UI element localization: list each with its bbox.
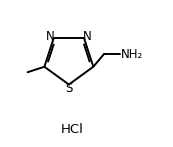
Text: N: N: [46, 30, 55, 43]
Text: HCl: HCl: [60, 123, 83, 136]
Text: S: S: [65, 82, 72, 95]
Text: N: N: [83, 30, 92, 43]
Text: NH₂: NH₂: [121, 48, 143, 61]
